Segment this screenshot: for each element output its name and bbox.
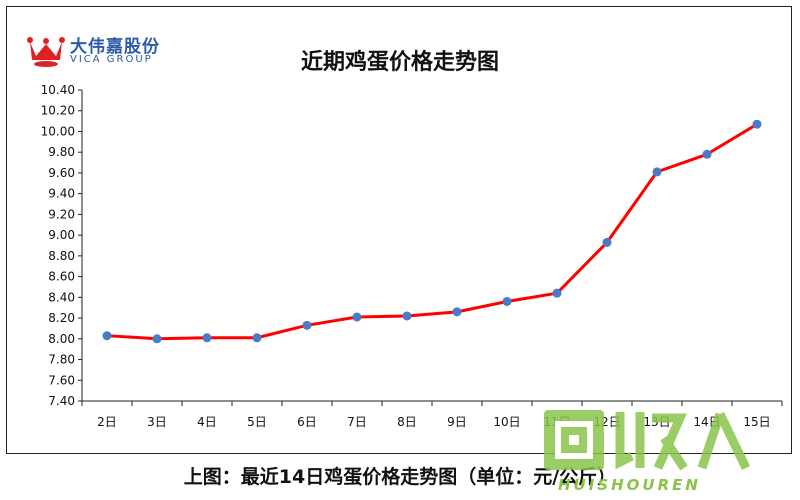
- y-tick-label: 10.40: [41, 83, 75, 97]
- x-tick-label: 9日: [447, 415, 467, 429]
- data-point: [652, 167, 662, 177]
- x-tick-label: 7日: [347, 415, 367, 429]
- y-tick-label: 10.20: [41, 104, 75, 118]
- y-tick-label: 8.20: [48, 311, 75, 325]
- x-tick-label: 4日: [197, 415, 217, 429]
- data-point: [302, 320, 312, 330]
- x-tick-label: 3日: [147, 415, 167, 429]
- y-tick-label: 8.80: [48, 249, 75, 263]
- data-point: [352, 312, 362, 322]
- y-tick-label: 7.80: [48, 353, 75, 367]
- crown-icon: [27, 37, 65, 67]
- watermark-logo-icon: [544, 410, 751, 471]
- data-point: [702, 149, 712, 159]
- y-tick-label: 8.00: [48, 332, 75, 346]
- y-axis-ticks: 7.40 7.60 7.80 8.00 8.20 8.40 8.60 8.80 9.00 9.20…: [41, 83, 82, 408]
- y-tick-label: 9.00: [48, 228, 75, 242]
- watermark: HUISHOUREN: [540, 402, 760, 498]
- y-tick-label: 8.40: [48, 290, 75, 304]
- logo-name-cn: 大伟嘉股份: [70, 37, 160, 57]
- data-point: [502, 296, 512, 306]
- y-tick-label: 7.40: [48, 394, 75, 408]
- watermark-text: HUISHOUREN: [558, 476, 701, 494]
- x-tick-label: 2日: [97, 415, 117, 429]
- data-point: [602, 237, 612, 247]
- data-point: [102, 331, 112, 341]
- price-line: [106, 122, 758, 341]
- chart-caption: 上图：最近14日鸡蛋价格走势图（单位：元/公斤）: [183, 466, 617, 488]
- y-tick-label: 9.60: [48, 166, 75, 180]
- y-tick-label: 9.80: [48, 145, 75, 159]
- y-tick-label: 9.40: [48, 187, 75, 201]
- x-tick-label: 5日: [247, 415, 267, 429]
- x-tick-label: 10日: [493, 415, 520, 429]
- axes: [81, 90, 782, 402]
- series: [102, 119, 762, 344]
- data-point: [552, 288, 562, 298]
- x-tick-label: 8日: [397, 415, 417, 429]
- data-point: [402, 311, 412, 321]
- data-point: [252, 333, 262, 343]
- y-tick-label: 9.20: [48, 207, 75, 221]
- x-tick-label: 15日: [743, 415, 770, 429]
- chart-title: 近期鸡蛋价格走势图: [300, 50, 499, 75]
- y-tick-label: 10.00: [41, 124, 75, 138]
- data-point: [152, 334, 162, 344]
- chart-frame: [6, 6, 792, 454]
- logo-name-en: VICA GROUP: [70, 54, 153, 65]
- data-point: [752, 119, 762, 129]
- data-point: [452, 307, 462, 317]
- x-tick-label: 6日: [297, 415, 317, 429]
- data-point: [202, 333, 212, 343]
- company-logo: 大伟嘉股份 VICA GROUP: [24, 30, 204, 70]
- y-tick-label: 8.60: [48, 270, 75, 284]
- y-tick-label: 7.60: [48, 373, 75, 387]
